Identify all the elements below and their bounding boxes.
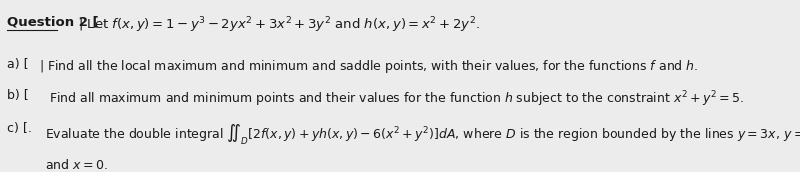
- Text: Evaluate the double integral $\iint_D[2f(x, y) + yh(x, y) - 6(x^2 + y^2)]dA$, wh: Evaluate the double integral $\iint_D[2f…: [45, 122, 800, 147]
- Text: Question 2 [: Question 2 [: [7, 16, 99, 29]
- Text: a) [: a) [: [7, 58, 29, 71]
- Text: | Let $f(x, y) = 1 - y^3 - 2yx^2 + 3x^2 + 3y^2$ and $h(x, y) = x^2 + 2y^2$.: | Let $f(x, y) = 1 - y^3 - 2yx^2 + 3x^2 …: [78, 16, 480, 35]
- Text: Find all maximum and minimum points and their values for the function $h$ subjec: Find all maximum and minimum points and …: [50, 89, 745, 109]
- Text: b) [: b) [: [7, 89, 29, 102]
- Text: | Find all the local maximum and minimum and saddle points, with their values, f: | Find all the local maximum and minimum…: [39, 58, 698, 75]
- Text: c) [.: c) [.: [7, 122, 32, 135]
- Text: and $x = 0$.: and $x = 0$.: [45, 158, 107, 171]
